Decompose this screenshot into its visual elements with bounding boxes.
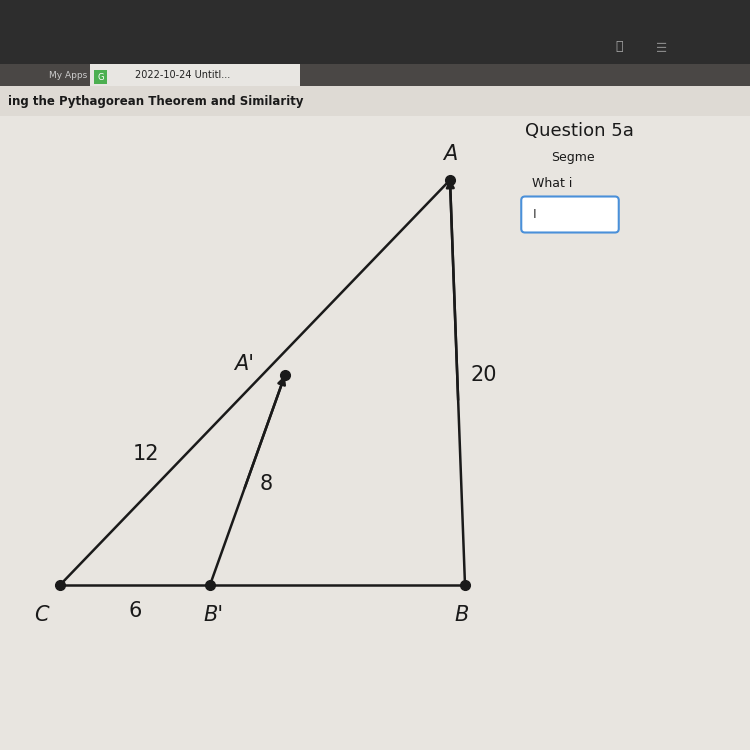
Text: 6: 6 — [128, 602, 142, 621]
Text: C: C — [34, 605, 49, 625]
Bar — [0, 86, 750, 750]
Text: ing the Pythagorean Theorem and Similarity: ing the Pythagorean Theorem and Similari… — [8, 94, 303, 108]
Text: What i: What i — [532, 177, 573, 190]
Bar — [0, 86, 750, 116]
Text: B: B — [454, 605, 469, 625]
Text: A: A — [442, 144, 457, 164]
Text: I: I — [532, 208, 536, 221]
Bar — [0, 64, 750, 86]
Text: 12: 12 — [133, 444, 160, 464]
Text: 2022-10-24 Untitl...: 2022-10-24 Untitl... — [135, 70, 230, 80]
Text: A': A' — [234, 354, 254, 374]
Text: B': B' — [204, 605, 224, 625]
Text: 8: 8 — [260, 474, 273, 494]
Text: Question 5a: Question 5a — [525, 122, 634, 140]
Text: G: G — [98, 73, 104, 82]
Text: 20: 20 — [470, 365, 497, 385]
Bar — [94, 70, 107, 84]
Text: My Apps: My Apps — [49, 70, 87, 80]
Text: ☰: ☰ — [656, 42, 668, 56]
FancyBboxPatch shape — [521, 196, 619, 232]
Bar — [0, 0, 750, 64]
Text: ⤢: ⤢ — [615, 40, 622, 53]
Text: Segme: Segme — [551, 151, 595, 164]
Bar — [90, 64, 300, 86]
